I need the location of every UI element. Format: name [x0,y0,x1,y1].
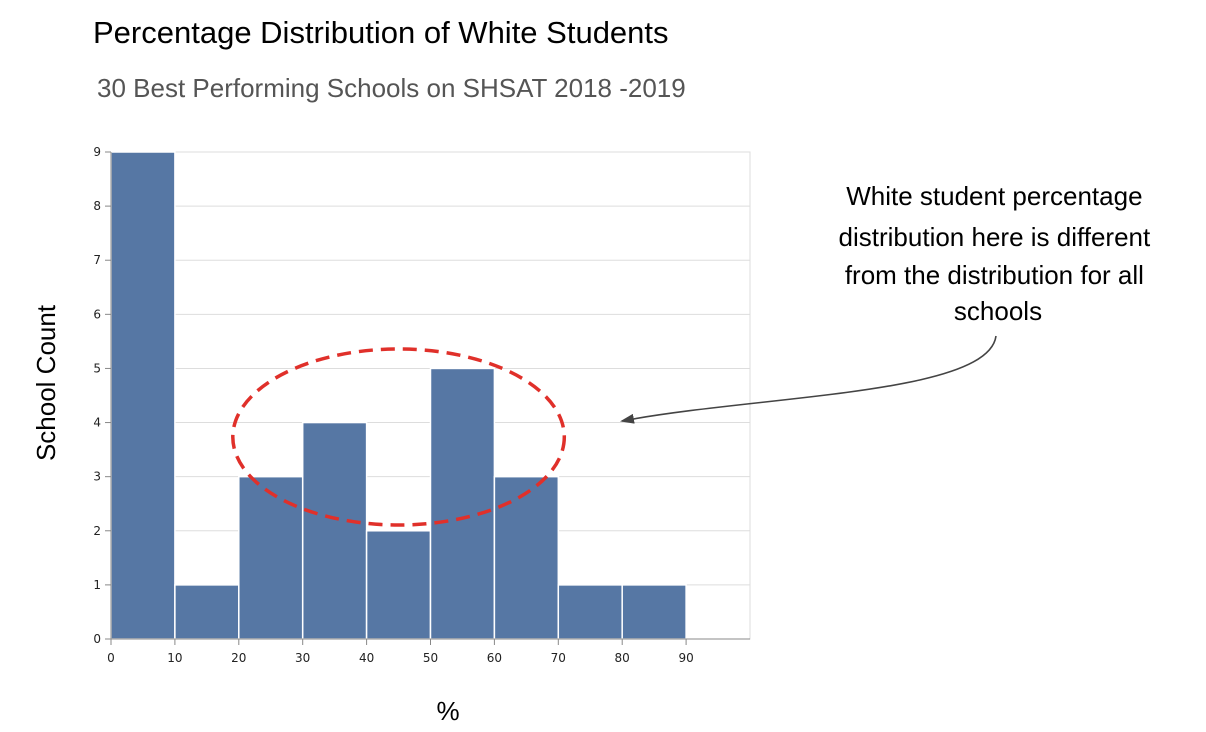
annotation-line-4: schools [954,296,1042,326]
x-tick-label: 90 [678,651,693,665]
chart-subtitle: 30 Best Performing Schools on SHSAT 2018… [97,73,686,103]
annotation-text: White student percentage distribution he… [839,181,1158,326]
y-axis-label: School Count [31,304,61,461]
annotation-line-2: distribution here is different [839,222,1151,252]
y-tick-label: 1 [93,578,101,592]
x-tick-label: 60 [487,651,502,665]
y-tick-label: 3 [93,470,101,484]
histogram-bar [558,585,622,639]
histogram-bar [303,423,367,639]
histogram-bar [622,585,686,639]
y-tick-label: 4 [93,416,101,430]
annotation-arrow [622,336,996,421]
bars [111,152,686,639]
x-tick-label: 0 [107,651,115,665]
histogram-bar [239,477,303,639]
histogram-bar [111,152,175,639]
histogram-bar [367,531,431,639]
y-tick-label: 2 [93,524,101,538]
x-tick-label: 10 [167,651,182,665]
y-tick-label: 7 [93,253,101,267]
x-ticks: 0 10 20 30 40 50 60 70 80 90 [107,639,694,665]
annotation-line-3: from the distribution for all [845,260,1144,290]
y-tick-label: 6 [93,307,101,321]
x-tick-label: 20 [231,651,246,665]
y-tick-label: 8 [93,199,101,213]
y-tick-label: 9 [93,145,101,159]
histogram-bar [175,585,239,639]
annotation-line-1: White student percentage [846,181,1142,211]
chart-title: Percentage Distribution of White Student… [93,15,669,50]
x-tick-label: 40 [359,651,374,665]
y-tick-label: 5 [93,361,101,375]
y-tick-label: 0 [93,632,101,646]
x-tick-label: 50 [423,651,438,665]
x-tick-label: 30 [295,651,310,665]
histogram-bar [431,368,495,639]
y-ticks: 0 1 2 3 4 5 6 7 8 9 [93,145,111,646]
x-tick-label: 70 [551,651,566,665]
x-tick-label: 80 [615,651,630,665]
x-axis-label: % [436,696,459,726]
histogram-bar [494,477,558,639]
